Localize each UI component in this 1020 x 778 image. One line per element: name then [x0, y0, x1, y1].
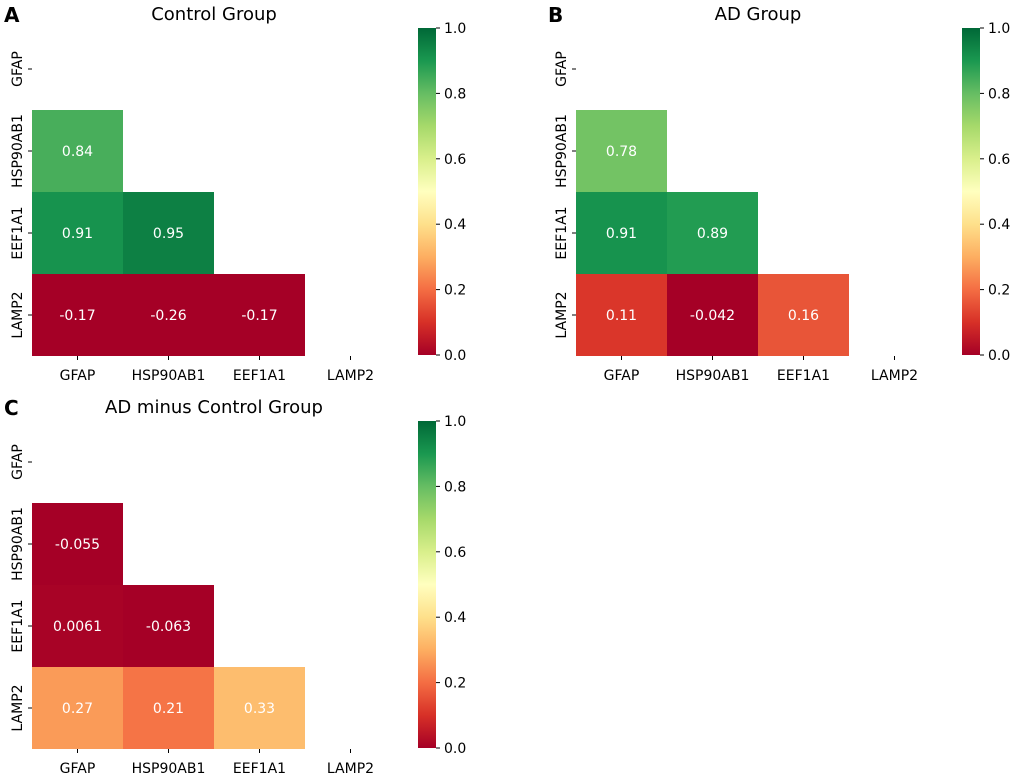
colorbar-tick-label: 0.0 [444, 348, 466, 364]
heatmap-cell [32, 110, 123, 192]
cell-value-label: 0.33 [244, 701, 275, 717]
cell-value-label: 0.84 [62, 144, 93, 160]
colorbar-tick-label: 1.0 [988, 21, 1010, 37]
colorbar [418, 28, 436, 355]
cell-value-label: 0.91 [606, 226, 637, 242]
chart-title: AD minus Control Group [105, 397, 323, 418]
y-tick-label: LAMP2 [554, 291, 570, 338]
heatmap-cell [123, 585, 214, 667]
cell-value-label: 0.95 [153, 226, 184, 242]
x-tick-label: HSP90AB1 [676, 368, 750, 384]
y-tick-label: GFAP [10, 444, 26, 480]
x-tick-label: GFAP [60, 368, 96, 384]
chart-title: AD Group [715, 4, 802, 25]
heatmap-cell [667, 192, 758, 274]
heatmap-cell [32, 503, 123, 585]
y-tick-label: HSP90AB1 [554, 114, 570, 188]
y-tick-label: GFAP [554, 51, 570, 87]
colorbar [418, 421, 436, 748]
y-tick-label: LAMP2 [10, 291, 26, 338]
colorbar-tick-label: 0.6 [444, 545, 466, 561]
colorbar-tick-label: 0.0 [988, 348, 1010, 364]
cell-value-label: -0.055 [55, 537, 100, 553]
heatmap-cell [667, 274, 758, 356]
y-tick-label: EEF1A1 [554, 206, 570, 259]
y-tick-label: LAMP2 [10, 684, 26, 731]
colorbar-tick-label: 0.2 [444, 676, 466, 692]
x-tick-label: HSP90AB1 [132, 761, 206, 777]
panel-label: B [548, 3, 563, 27]
heatmap-cell [32, 667, 123, 749]
heatmap-cell [32, 274, 123, 356]
chart-title: Control Group [151, 4, 277, 25]
heatmap-cell [123, 274, 214, 356]
cell-value-label: -0.17 [59, 308, 95, 324]
colorbar-tick-label: 0.2 [988, 283, 1010, 299]
colorbar-tick-label: 0.2 [444, 283, 466, 299]
heatmap-cell [576, 192, 667, 274]
colorbar-tick-label: 0.4 [988, 217, 1010, 233]
x-tick-label: EEF1A1 [777, 368, 830, 384]
x-tick-label: LAMP2 [871, 368, 918, 384]
x-tick-label: EEF1A1 [233, 761, 286, 777]
colorbar-tick-label: 0.4 [444, 217, 466, 233]
heatmap-cell [123, 192, 214, 274]
x-tick-label: HSP90AB1 [132, 368, 206, 384]
y-tick-label: EEF1A1 [10, 206, 26, 259]
heatmap-cell [758, 274, 849, 356]
cell-value-label: -0.17 [241, 308, 277, 324]
cell-value-label: -0.063 [146, 619, 191, 635]
panel-label: C [4, 396, 19, 420]
colorbar-tick-label: 0.8 [444, 86, 466, 102]
colorbar-tick-label: 0.6 [988, 152, 1010, 168]
y-tick-label: EEF1A1 [10, 599, 26, 652]
heatmap-cell [576, 274, 667, 356]
colorbar-tick-label: 0.6 [444, 152, 466, 168]
colorbar [962, 28, 980, 355]
cell-value-label: 0.11 [606, 308, 637, 324]
heatmap-panel-b: B AD Group 0.78 0.91 0.89 0.11 -0.042 0.16 GFAP H… [548, 3, 1010, 384]
cell-value-label: -0.26 [150, 308, 186, 324]
heatmap-cell [32, 585, 123, 667]
y-tick-label: GFAP [10, 51, 26, 87]
x-tick-label: GFAP [604, 368, 640, 384]
heatmap-cell [214, 274, 305, 356]
colorbar-tick-label: 0.8 [988, 86, 1010, 102]
colorbar-tick-label: 1.0 [444, 414, 466, 430]
heatmap-cell [32, 192, 123, 274]
heatmap-cell [123, 667, 214, 749]
cell-value-label: 0.16 [788, 308, 819, 324]
colorbar-tick-label: 0.0 [444, 741, 466, 757]
colorbar-tick-label: 0.4 [444, 610, 466, 626]
panel-label: A [4, 3, 20, 27]
x-tick-label: GFAP [60, 761, 96, 777]
y-tick-label: HSP90AB1 [10, 507, 26, 581]
cell-value-label: 0.21 [153, 701, 184, 717]
x-tick-label: LAMP2 [327, 761, 374, 777]
cell-value-label: 0.78 [606, 144, 637, 160]
heatmap-cell [576, 110, 667, 192]
cell-value-label: 0.0061 [53, 619, 102, 635]
cell-value-label: 0.91 [62, 226, 93, 242]
heatmap-cell [214, 667, 305, 749]
colorbar-tick-label: 1.0 [444, 21, 466, 37]
cell-value-label: 0.27 [62, 701, 93, 717]
cell-value-label: 0.89 [697, 226, 728, 242]
heatmap-panel-a: A Control Group 0.84 0.91 0.95 -0.17 -0.26 -0.1… [4, 3, 466, 384]
x-tick-label: EEF1A1 [233, 368, 286, 384]
colorbar-tick-label: 0.8 [444, 479, 466, 495]
x-tick-label: LAMP2 [327, 368, 374, 384]
heatmap-panel-c: C AD minus Control Group -0.055 0.0061 -0.06… [4, 396, 466, 777]
cell-value-label: -0.042 [690, 308, 735, 324]
y-tick-label: HSP90AB1 [10, 114, 26, 188]
